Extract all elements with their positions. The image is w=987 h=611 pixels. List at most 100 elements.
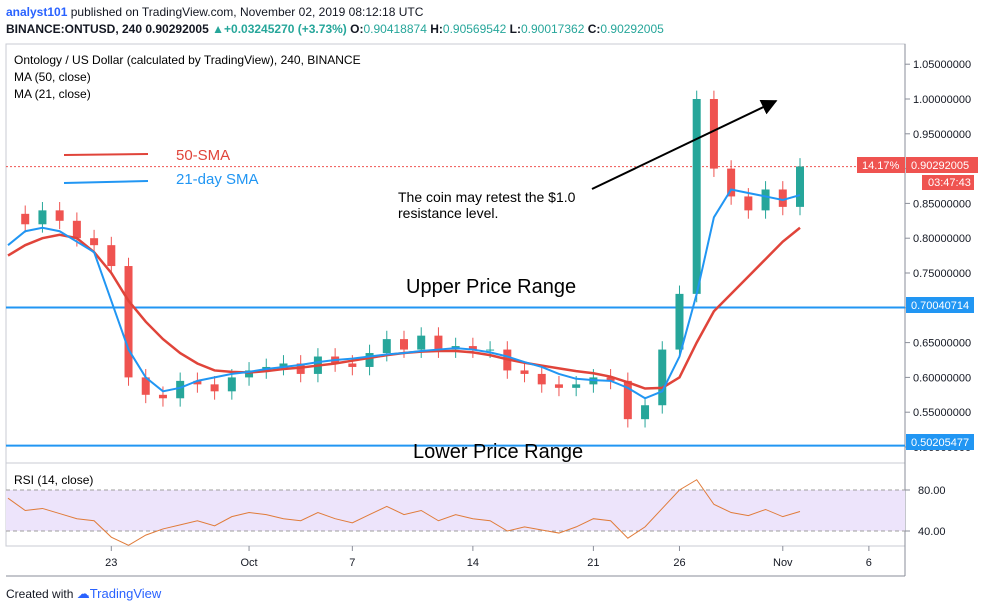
price-tick-label: 1.05000000 [913, 59, 971, 71]
rsi-band [6, 490, 905, 531]
price-tick-label: 0.65000000 [913, 338, 971, 350]
time-tick-label: 6 [866, 557, 872, 569]
tradingview-logo-icon: ☁ [76, 586, 90, 601]
candle-body [227, 377, 236, 392]
candle-body [348, 363, 357, 367]
candle-body [417, 335, 426, 350]
price-tick-label: 0.60000000 [913, 372, 971, 384]
candle-body [520, 370, 529, 374]
chart-title: Ontology / US Dollar (calculated by Trad… [14, 53, 361, 67]
price-tick-label: 0.55000000 [913, 407, 971, 419]
rsi-title: RSI (14, close) [14, 473, 93, 487]
low-value: 0.90017362 [520, 22, 585, 36]
candle-body [658, 349, 667, 406]
candle-body [107, 245, 116, 267]
high-label: H: [430, 22, 443, 36]
legend-50-sma-swatch [63, 153, 149, 156]
candle-body [158, 394, 167, 399]
change-percent-tag: 14.17% [857, 157, 905, 173]
upper-level-tag: 0.70040714 [906, 297, 974, 313]
legend-21-sma-swatch [63, 180, 149, 184]
candle-body [778, 189, 787, 207]
candle-body [434, 335, 443, 350]
candle-body [210, 384, 219, 392]
candle-body [709, 99, 718, 169]
change-percent-value: 14.17% [862, 160, 900, 172]
last-price: 0.90292005 [145, 22, 209, 36]
annotation-arrow [591, 99, 778, 190]
rsi-tick-label: 40.00 [918, 526, 946, 538]
created-with-text: Created with [6, 587, 74, 601]
price-tick-label: 0.75000000 [913, 268, 971, 280]
lower-range-label: Lower Price Range [413, 441, 583, 463]
time-tick-label: 7 [349, 557, 355, 569]
countdown-value: 03:47:43 [928, 177, 971, 189]
candle-body [761, 189, 770, 211]
candle-body [193, 380, 202, 385]
indicator-ma50-label: MA (50, close) [14, 70, 91, 84]
rsi-axis: 80.00 40.00 [905, 485, 946, 538]
time-tick-label: Oct [240, 557, 257, 569]
candle-body [572, 384, 581, 388]
sma21-line [7, 188, 801, 400]
candle-body [38, 210, 47, 225]
candle-body [90, 238, 99, 246]
price-tick-label: 0.85000000 [913, 198, 971, 210]
symbol-info: BINANCE:ONTUSD, 240 0.90292005 ▲+0.03245… [6, 22, 664, 36]
last-price-value: 0.90292005 [911, 160, 969, 172]
time-tick-label: 14 [467, 557, 479, 569]
open-value: 0.90418874 [363, 22, 427, 36]
price-tick-label: 1.00000000 [913, 94, 971, 106]
candle-body [692, 99, 701, 294]
lower-level-tag: 0.50205477 [906, 434, 974, 450]
legend-50-sma: 50-SMA [176, 147, 230, 164]
open-label: O: [350, 22, 364, 36]
time-tick-label: Nov [773, 557, 793, 569]
price-change: +0.03245270 (+3.73%) [224, 22, 347, 36]
time-tick-label: 26 [673, 557, 685, 569]
candle-body [400, 339, 408, 350]
candle-body [606, 377, 615, 381]
candles [21, 90, 804, 428]
published-text: published on TradingView.com, November 0… [70, 5, 424, 19]
tradingview-brand[interactable]: TradingView [89, 586, 162, 601]
publish-info: analyst101 published on TradingView.com,… [6, 5, 423, 19]
candle-body [727, 168, 736, 197]
lower-level-value: 0.50205477 [911, 437, 969, 449]
candle-body [641, 405, 650, 420]
candle-body [744, 196, 753, 211]
candle-body [796, 166, 804, 207]
footer: Created with ☁TradingView [6, 586, 161, 602]
candle-body [245, 370, 254, 378]
low-label: L: [509, 22, 521, 36]
price-axis: 1.050000001.000000000.950000000.90000000… [905, 59, 971, 454]
last-price-tag: 0.90292005 03:47:43 [906, 157, 978, 190]
symbol-label: BINANCE:ONTUSD, 240 [6, 22, 143, 36]
close-value: 0.90292005 [600, 22, 664, 36]
legend-21-sma: 21-day SMA [176, 171, 259, 188]
close-label: C: [587, 22, 601, 36]
candle-body [279, 363, 288, 367]
candle-body [21, 213, 30, 225]
candle-body [382, 339, 391, 354]
upper-range-label: Upper Price Range [406, 276, 576, 298]
author-name[interactable]: analyst101 [6, 5, 68, 19]
time-tick-label: 21 [587, 557, 599, 569]
candle-body [176, 380, 185, 399]
candle-body [365, 353, 374, 367]
time-axis: 23 Oct 7 14 21 26 Nov 6 [105, 546, 872, 569]
candle-body [141, 377, 150, 395]
rsi-tick-label: 80.00 [918, 485, 946, 497]
annotation-line-1: The coin may retest the $1.0 [398, 189, 576, 205]
high-value: 0.90569542 [442, 22, 507, 36]
candle-body [537, 373, 546, 385]
candle-body [55, 210, 64, 221]
candle-body [72, 220, 81, 239]
annotation-line-2: resistance level. [398, 205, 498, 221]
price-tick-label: 0.80000000 [913, 233, 971, 245]
upper-level-value: 0.70040714 [911, 300, 969, 312]
time-tick-label: 23 [105, 557, 117, 569]
rsi-line [7, 479, 801, 546]
price-levels [6, 306, 905, 447]
